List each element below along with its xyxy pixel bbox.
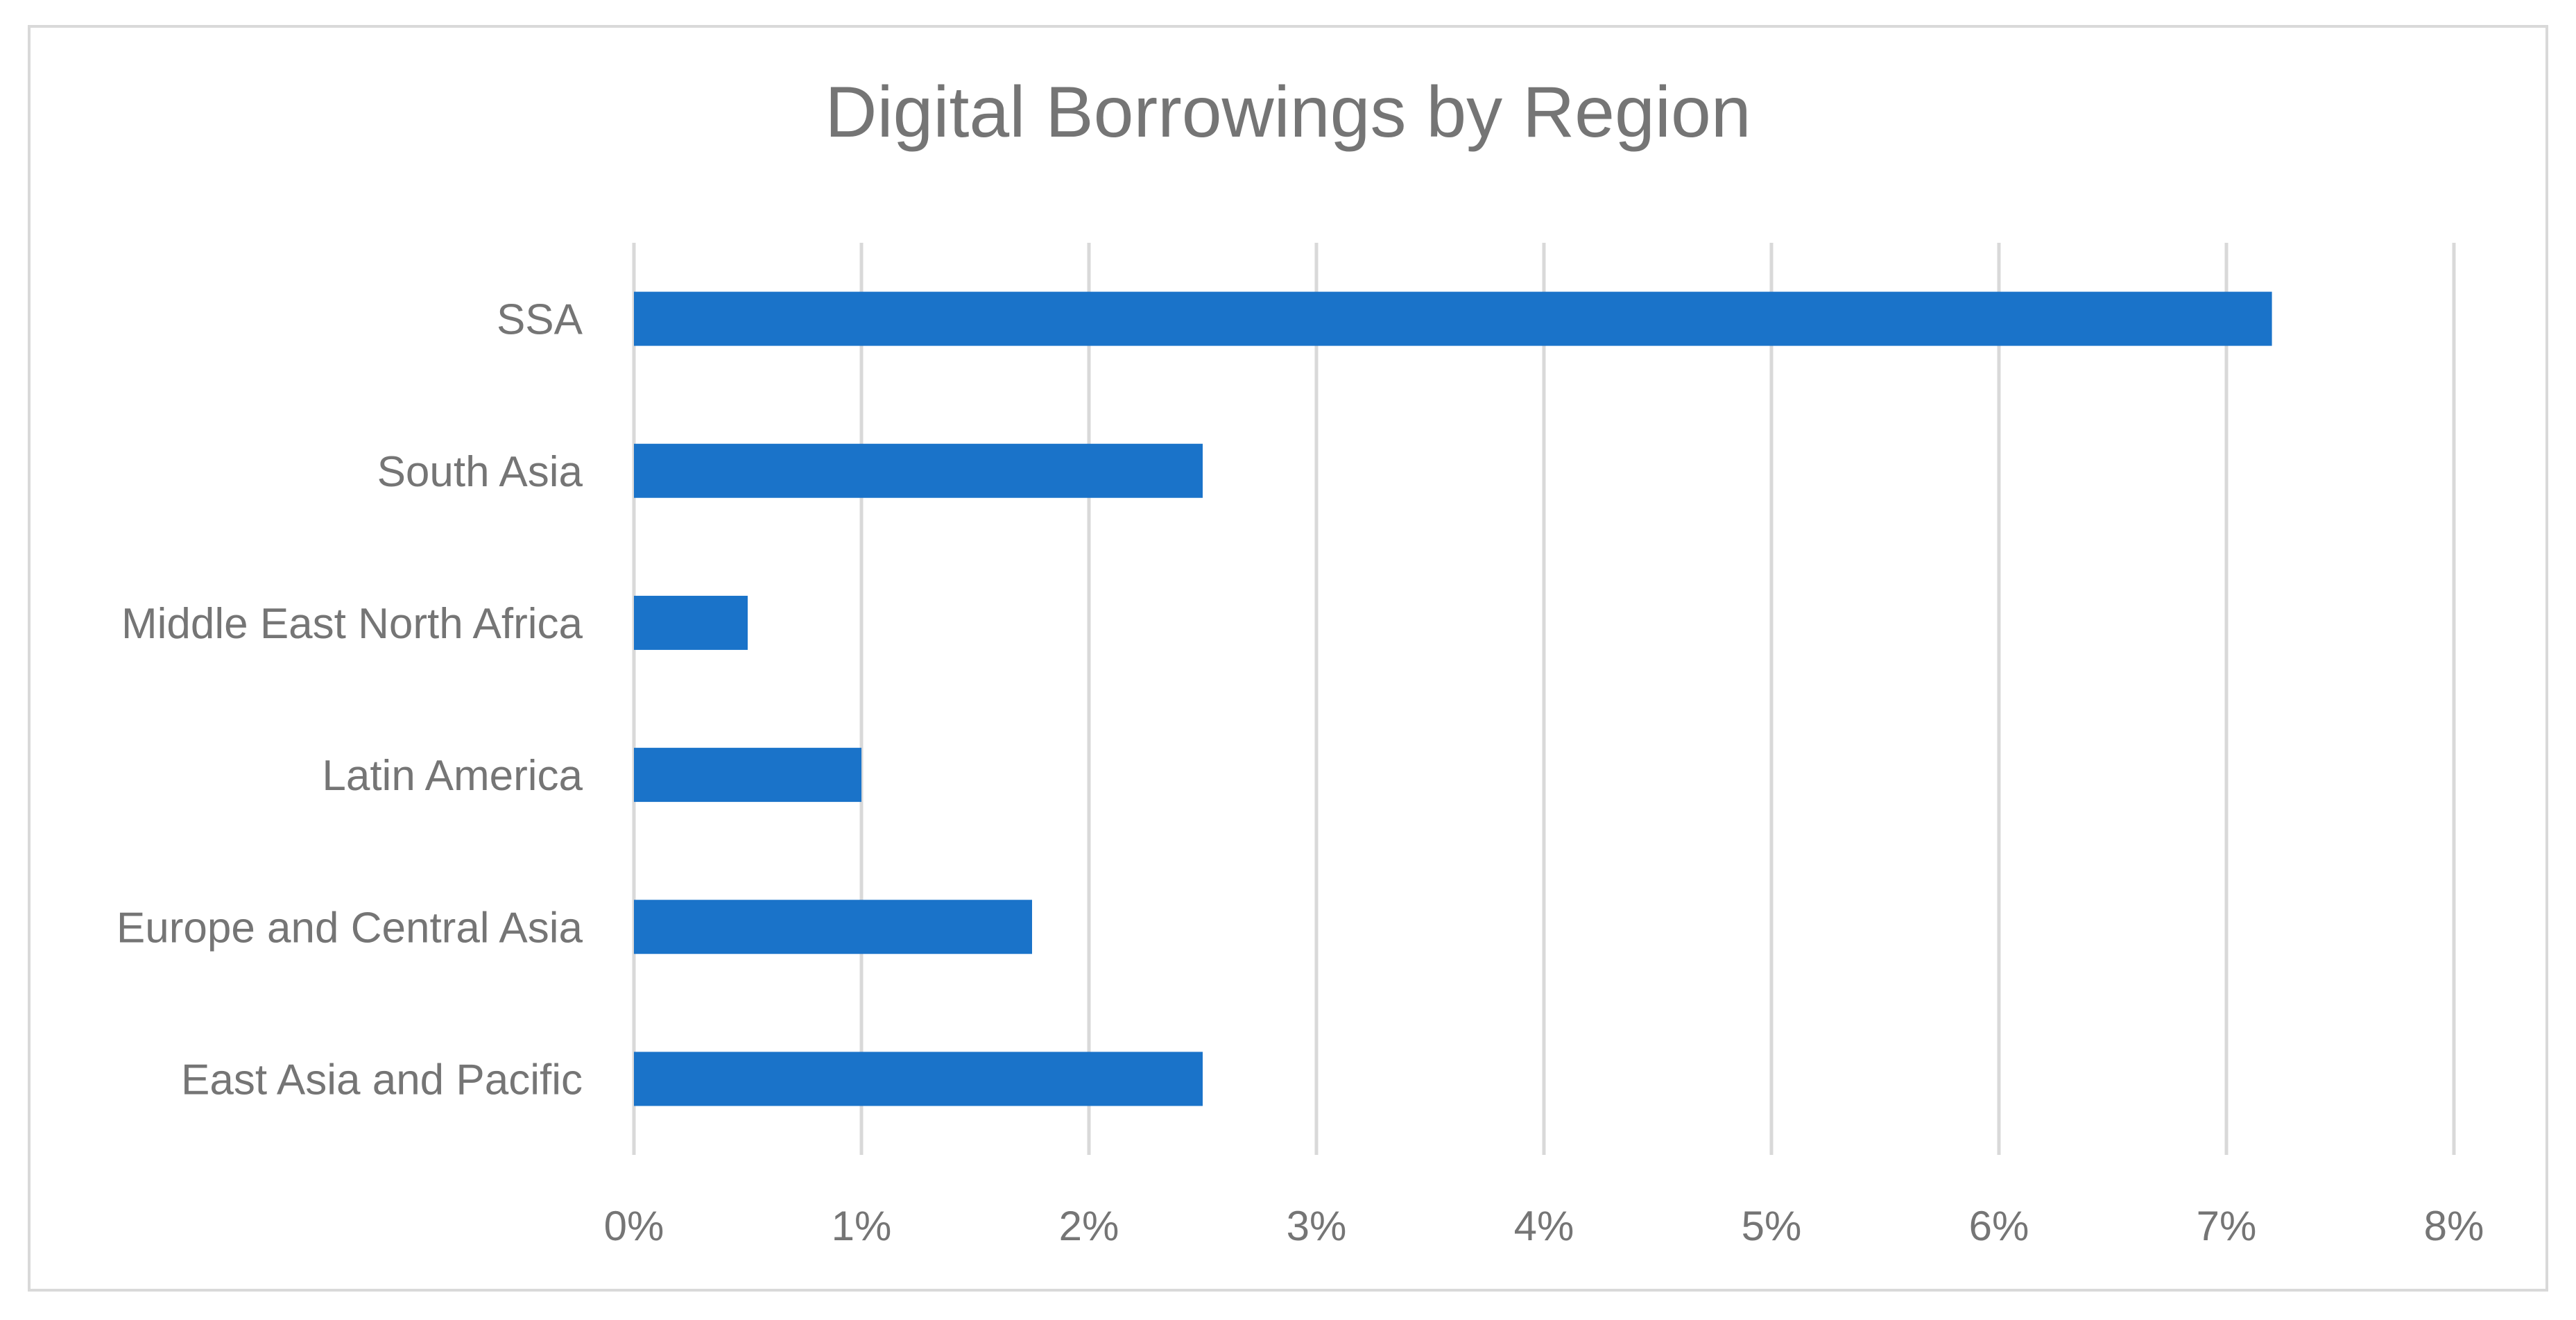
x-tick-label: 8% <box>2424 1203 2484 1249</box>
bar <box>634 900 1032 954</box>
category-label: Latin America <box>322 752 583 800</box>
bar <box>634 291 2272 346</box>
category-label: SSA <box>497 296 583 344</box>
category-label: East Asia and Pacific <box>181 1056 583 1104</box>
category-label: Middle East North Africa <box>121 600 583 648</box>
x-tick-label: 6% <box>1969 1203 2029 1249</box>
bar <box>634 595 748 650</box>
x-tick-label: 2% <box>1059 1203 1119 1249</box>
x-tick-label: 5% <box>1742 1203 1802 1249</box>
bar <box>634 443 1203 498</box>
x-tick-label: 3% <box>1287 1203 1347 1249</box>
category-label: Europe and Central Asia <box>117 904 583 952</box>
x-tick-label: 7% <box>2197 1203 2257 1249</box>
x-tick-label: 1% <box>832 1203 892 1249</box>
x-tick-label: 4% <box>1514 1203 1574 1249</box>
chart-frame <box>28 25 2548 1292</box>
bar <box>634 1052 1203 1106</box>
bar <box>634 748 861 803</box>
x-tick-label: 0% <box>604 1203 664 1249</box>
category-label: South Asia <box>377 448 583 496</box>
chart-title: Digital Borrowings by Region <box>825 72 1751 153</box>
